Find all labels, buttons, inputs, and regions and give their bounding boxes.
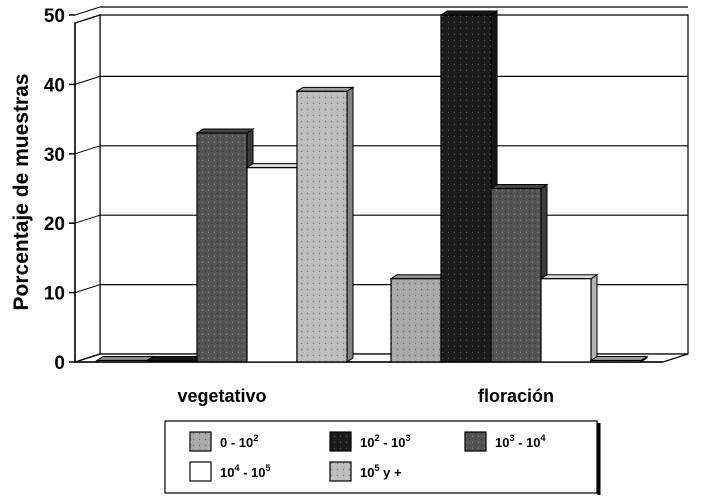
legend-box [164, 420, 598, 494]
y-tick-label: 20 [44, 214, 65, 235]
bars [95, 10, 649, 363]
y-tick-label: 30 [44, 145, 65, 166]
y-axis-label: Porcentaje de muestras [10, 74, 33, 311]
legend-label: 103​ - 104​ [495, 433, 546, 450]
legend-label: 0 - 102​ [220, 433, 258, 450]
legend-item: 105​ y + [329, 461, 402, 482]
legend-label: 105​ y + [360, 463, 402, 480]
bar [389, 273, 449, 363]
gridline-side [74, 6, 101, 16]
y-tick-labels: 0 10 20 30 40 50 [44, 6, 75, 374]
side-wall [74, 14, 101, 363]
bar [539, 273, 599, 363]
legend-label: 104​ - 105​ [220, 463, 271, 480]
bar [589, 355, 649, 363]
y-tick-label: 50 [44, 6, 65, 27]
bar [95, 355, 155, 363]
legend-item: 104​ - 105​ [189, 461, 271, 482]
y-tick-label: 40 [44, 75, 65, 96]
legend-item: 102​ - 103​ [329, 431, 411, 452]
y-tick-label: 0 [54, 353, 65, 374]
category-labels: vegetativo floración [177, 386, 554, 406]
bar [145, 355, 205, 363]
legend-item: 103​ - 104​ [464, 431, 546, 452]
bar [295, 86, 355, 363]
bar [489, 183, 549, 363]
gridline-side [74, 214, 101, 224]
legend-item: 0 - 102​ [189, 431, 258, 452]
gridline-side [74, 145, 101, 155]
legend: 0 - 102​ 102​ - 103​ 103​ - 104​ 104​ - 105… [164, 420, 601, 495]
legend-label: 102​ - 103​ [360, 433, 411, 450]
bar [245, 162, 305, 363]
gridline-side [74, 75, 101, 85]
bar [195, 128, 255, 363]
category-label: vegetativo [177, 386, 266, 406]
legend-swatch [189, 461, 212, 482]
y-tick-label: 10 [44, 284, 65, 305]
category-label: floración [478, 386, 554, 406]
bar [439, 10, 499, 363]
gridline-side [74, 284, 101, 294]
